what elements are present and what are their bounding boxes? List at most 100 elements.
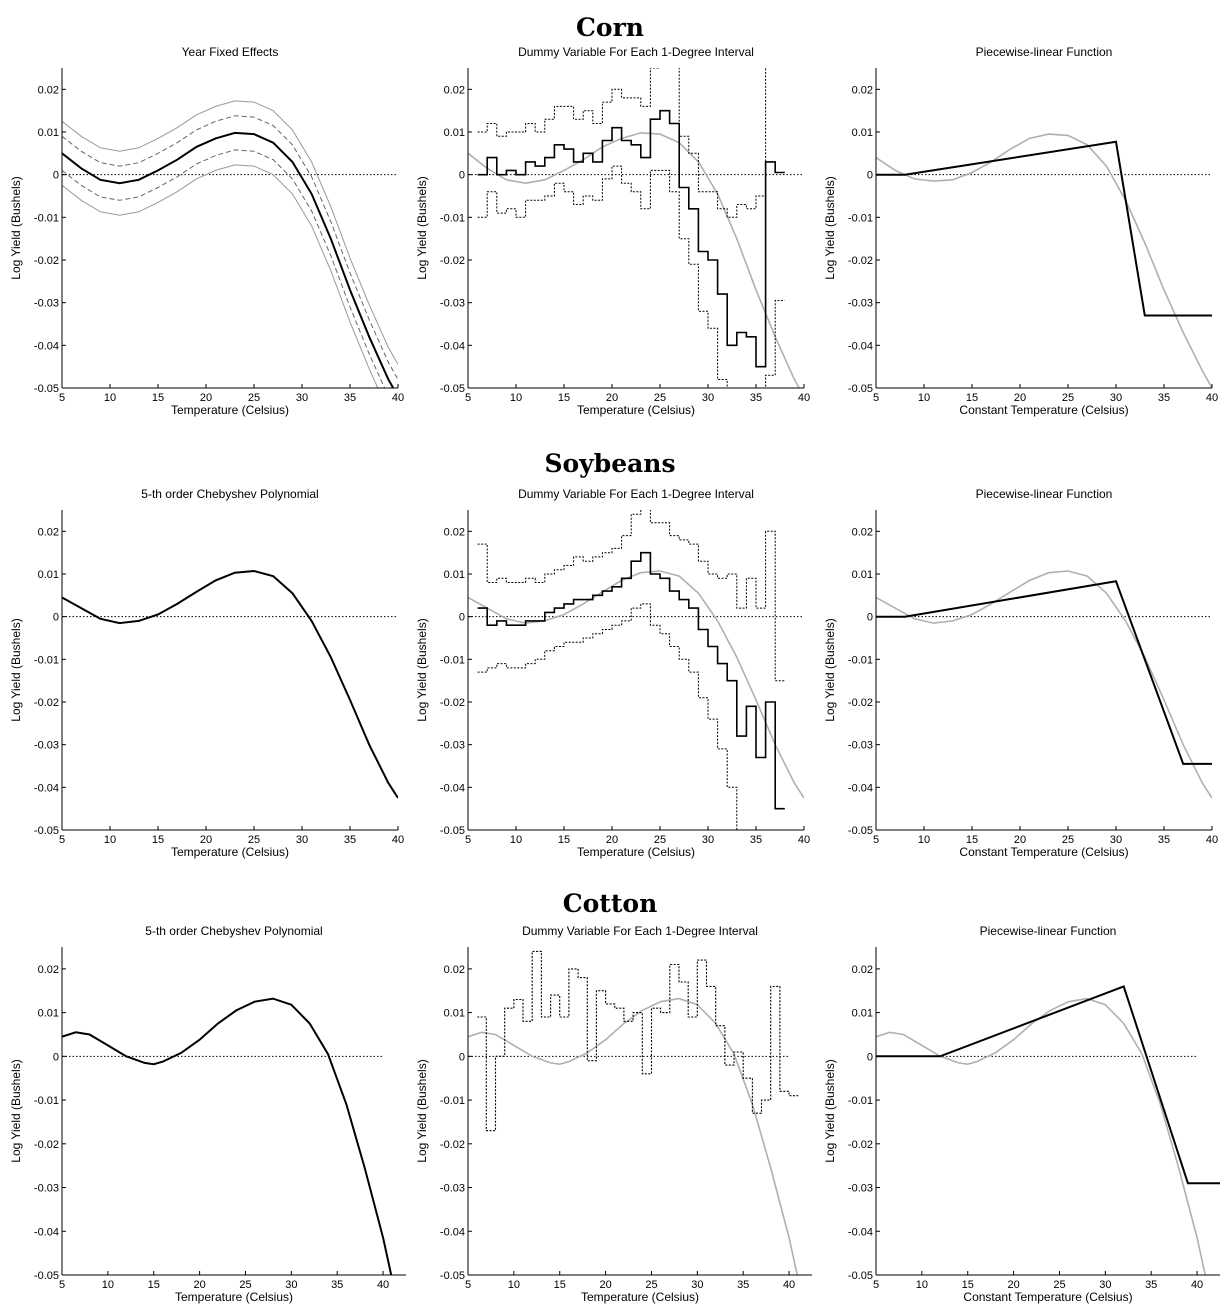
- y-axis-label: Log Yield (Bushels): [9, 176, 23, 279]
- x-tick-label: 15: [558, 392, 570, 404]
- panel-title: Year Fixed Effects: [182, 45, 279, 59]
- panel-title: 5-th order Chebyshev Polynomial: [145, 924, 322, 938]
- panel-title: Piecewise-linear Function: [980, 924, 1117, 938]
- x-tick-label: 15: [962, 1279, 974, 1291]
- y-tick-label: -0.03: [34, 1183, 59, 1195]
- crop-title-corn: Corn: [576, 13, 644, 42]
- panel-title: Dummy Variable For Each 1-Degree Interva…: [518, 45, 754, 59]
- y-tick-label: 0.01: [38, 569, 59, 581]
- dummy-upper-ci-steps: [477, 510, 785, 682]
- y-tick-label: -0.01: [848, 1095, 873, 1107]
- y-tick-label: 0.01: [852, 1008, 873, 1020]
- y-tick-label: 0.02: [38, 964, 59, 976]
- x-tick-label: 15: [966, 392, 978, 404]
- y-tick-label: -0.05: [34, 383, 59, 395]
- reference-polynomial-line: [468, 132, 801, 388]
- x-tick-label: 20: [1014, 834, 1026, 846]
- y-tick-label: -0.05: [848, 825, 873, 837]
- confidence-band-outer: [62, 100, 398, 365]
- confidence-band-inner: [62, 115, 398, 380]
- y-tick-label: 0.02: [852, 964, 873, 976]
- reference-polynomial-line: [468, 570, 804, 799]
- x-axis-label: Constant Temperature (Celsius): [959, 403, 1128, 417]
- y-tick-label: -0.01: [848, 654, 873, 666]
- x-tick-label: 35: [344, 834, 356, 846]
- y-tick-label: 0: [867, 1051, 873, 1063]
- chart-panel: 5 10 15 20 25 30 35 40 0.02 0.01 0 -0.01 -0.02 -0.03 -…: [415, 924, 812, 1304]
- x-tick-label: 5: [465, 392, 471, 404]
- y-tick-label: -0.04: [848, 782, 873, 794]
- x-tick-label: 10: [510, 834, 522, 846]
- y-tick-label: 0.01: [852, 569, 873, 581]
- chart-panel: 5 10 15 20 25 30 35 40 0.02 0.01 0 -0.01 -0.02 -0.03 -…: [823, 45, 1218, 417]
- y-tick-label: -0.05: [440, 1270, 465, 1282]
- x-tick-label: 30: [296, 392, 308, 404]
- x-tick-label: 20: [606, 834, 618, 846]
- y-tick-label: -0.02: [440, 697, 465, 709]
- y-tick-label: -0.02: [34, 255, 59, 267]
- y-tick-label: 0.01: [38, 127, 59, 139]
- x-tick-label: 25: [1062, 392, 1074, 404]
- x-tick-label: 5: [465, 1279, 471, 1291]
- y-tick-label: 0.02: [38, 84, 59, 96]
- x-tick-label: 35: [750, 392, 762, 404]
- y-tick-label: -0.02: [440, 255, 465, 267]
- x-tick-label: 35: [344, 392, 356, 404]
- x-tick-label: 30: [702, 392, 714, 404]
- x-axis-label: Temperature (Celsius): [171, 845, 289, 859]
- x-axis-label: Constant Temperature (Celsius): [959, 845, 1128, 859]
- x-axis-label: Temperature (Celsius): [171, 403, 289, 417]
- plot-area: [62, 100, 398, 388]
- x-tick-label: 15: [554, 1279, 566, 1291]
- chart-panel: 5 10 15 20 25 30 35 40 0.02 0.01 0 -0.01 -0.02 -0.03 -…: [9, 487, 404, 859]
- y-tick-label: -0.03: [848, 298, 873, 310]
- y-tick-label: -0.05: [34, 825, 59, 837]
- y-tick-label: -0.03: [34, 740, 59, 752]
- x-tick-label: 5: [59, 1279, 65, 1291]
- chart-panel: 5 10 15 20 25 30 35 40 0.02 0.01 0 -0.01 -0.02 -0.03 -…: [9, 45, 404, 417]
- series-line: [876, 140, 1212, 317]
- x-tick-label: 30: [285, 1279, 297, 1291]
- y-tick-label: -0.02: [848, 255, 873, 267]
- dummy-estimate-steps: [477, 109, 785, 368]
- crop-title-soybeans: Soybeans: [544, 449, 675, 478]
- x-tick-label: 30: [1099, 1279, 1111, 1291]
- y-tick-label: -0.01: [34, 212, 59, 224]
- plot-area: [876, 985, 1220, 1275]
- x-tick-label: 5: [873, 834, 879, 846]
- y-tick-label: -0.03: [34, 298, 59, 310]
- x-tick-label: 5: [59, 834, 65, 846]
- y-tick-label: 0.02: [444, 84, 465, 96]
- x-tick-label: 40: [392, 392, 404, 404]
- chart-panel: 5 10 15 20 25 30 35 40 0.02 0.01 0 -0.01 -0.02 -0.03 -…: [823, 487, 1218, 859]
- x-tick-label: 20: [1014, 392, 1026, 404]
- y-tick-label: -0.01: [34, 1095, 59, 1107]
- y-tick-label: -0.02: [440, 1139, 465, 1151]
- y-tick-label: -0.04: [440, 340, 465, 352]
- reference-polynomial-line: [876, 133, 1212, 388]
- x-tick-label: 15: [966, 834, 978, 846]
- y-tick-label: -0.04: [848, 1226, 873, 1238]
- y-tick-label: 0: [53, 1051, 59, 1063]
- y-tick-label: -0.03: [440, 1183, 465, 1195]
- x-axis-label: Temperature (Celsius): [577, 403, 695, 417]
- series-line: [876, 580, 1212, 765]
- y-axis-label: Log Yield (Bushels): [9, 618, 23, 721]
- x-axis-label: Temperature (Celsius): [577, 845, 695, 859]
- y-axis-label: Log Yield (Bushels): [415, 618, 429, 721]
- plot-area: [876, 133, 1212, 388]
- reference-polynomial-line: [876, 997, 1207, 1275]
- confidence-band-outer: [62, 164, 379, 388]
- y-tick-label: -0.01: [34, 654, 59, 666]
- x-tick-label: 25: [645, 1279, 657, 1291]
- panel-title: Piecewise-linear Function: [976, 45, 1113, 59]
- x-tick-label: 35: [331, 1279, 343, 1291]
- plot-area: [62, 569, 398, 799]
- x-tick-label: 20: [200, 834, 212, 846]
- x-tick-label: 30: [702, 834, 714, 846]
- y-axis-label: Log Yield (Bushels): [415, 176, 429, 279]
- y-tick-label: -0.01: [440, 212, 465, 224]
- x-tick-label: 25: [1062, 834, 1074, 846]
- y-axis-label: Log Yield (Bushels): [9, 1059, 23, 1162]
